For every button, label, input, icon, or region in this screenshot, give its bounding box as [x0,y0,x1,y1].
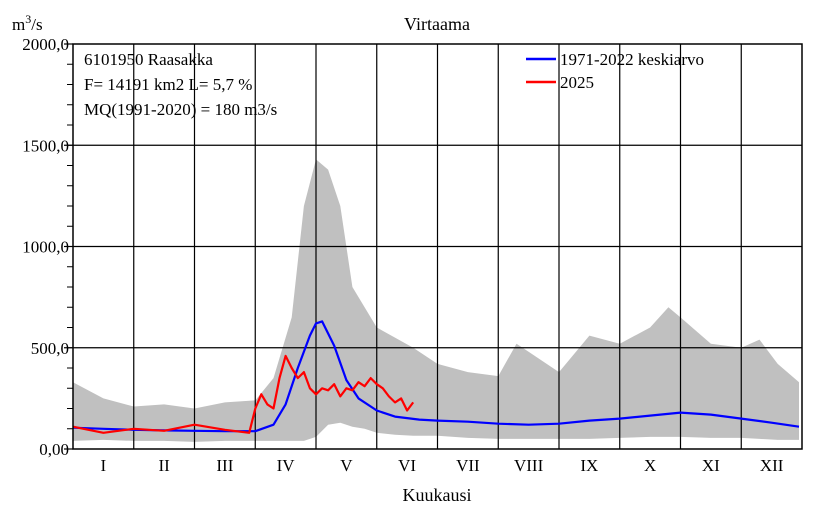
month-label: XI [702,456,720,475]
y-axis-label-exponent: 3 [25,12,31,26]
month-label: IX [580,456,598,475]
y-ticks: 0,00 500,0 1000,0 1500,0 2000,0 [22,35,73,459]
month-label: V [340,456,353,475]
month-label: X [644,456,656,475]
month-label: I [101,456,107,475]
y-tick-label: 1000,0 [22,238,69,257]
month-label: II [158,456,170,475]
y-tick-label: 1500,0 [22,136,69,155]
info-line-area: F= 14191 km2 L= 5,7 % [84,75,252,94]
month-label: VII [456,456,480,475]
grid-layer [73,44,802,449]
legend-label-average: 1971-2022 keskiarvo [560,50,704,69]
legend: 1971-2022 keskiarvo 2025 [526,50,704,92]
y-tick-label: 0,00 [39,440,69,459]
month-label: IV [277,456,296,475]
info-line-station: 6101950 Raasakka [84,50,213,69]
series-line-2025 [72,354,415,434]
chart-title: Virtaama [404,14,470,34]
range-band-layer [73,159,799,442]
legend-label-2025: 2025 [560,73,594,92]
range-band [73,159,799,442]
month-labels: I II III IV V VI VII VIII IX X XI XII [101,456,784,475]
y-axis-label-tail: /s [31,15,42,34]
y-tick-label: 2000,0 [22,35,69,54]
info-line-mq: MQ(1991-2020) = 180 m3/s [84,100,277,119]
y-axis-label-base: m [12,15,25,34]
series-layer [72,320,800,434]
month-label: III [216,456,233,475]
x-axis-label: Kuukausi [403,485,472,505]
month-label: VIII [514,456,544,475]
month-label: XII [760,456,784,475]
month-label: VI [398,456,416,475]
y-tick-label: 500,0 [31,339,69,358]
y-axis-label: m3/s [12,12,43,34]
